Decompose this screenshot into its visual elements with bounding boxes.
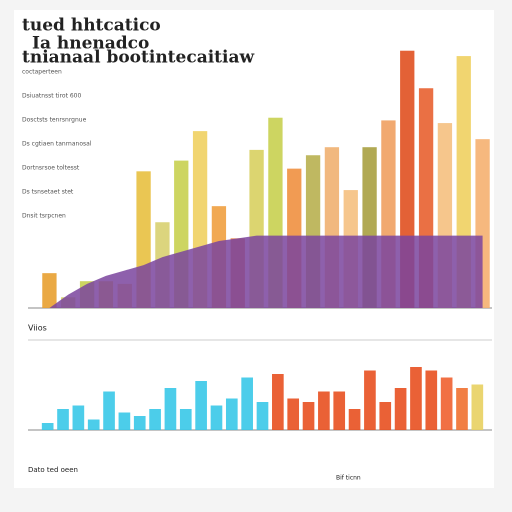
- bar: [210, 405, 223, 430]
- bar: [149, 409, 161, 430]
- bar: [133, 416, 146, 430]
- bar: [241, 377, 253, 430]
- bar: [42, 273, 57, 308]
- bar: [72, 405, 85, 430]
- bar: [440, 377, 453, 430]
- bar: [57, 409, 69, 430]
- bar: [87, 419, 100, 430]
- bar: [333, 391, 346, 430]
- note: Dortnsrsoe toltesst: [22, 165, 80, 172]
- area: [49, 235, 483, 308]
- note: Ds tsnsetaet stet: [22, 189, 74, 196]
- bar: [318, 391, 330, 430]
- bar: [164, 388, 177, 430]
- note: coctaperteen: [22, 69, 62, 76]
- bar: [179, 409, 192, 430]
- bar: [348, 409, 361, 430]
- footer: Dato ted oeen: [28, 466, 78, 474]
- footer-right: Bif ticnn: [336, 475, 361, 482]
- bar: [364, 370, 376, 430]
- bar: [256, 402, 269, 430]
- bar: [103, 391, 115, 430]
- note: Dosctsts tenrsnrgnue: [22, 117, 87, 124]
- bar: [195, 381, 207, 430]
- bar: [41, 423, 54, 430]
- axis-label: Viios: [28, 324, 47, 333]
- bar: [287, 398, 300, 430]
- bar: [410, 367, 422, 430]
- bar: [118, 412, 131, 430]
- note: Dnsit tsrpcnen: [22, 213, 66, 220]
- chart-title: tued hhtcatico: [22, 16, 161, 36]
- bar: [456, 388, 468, 430]
- caption: tnianaal bootintecaitiaw: [22, 48, 255, 68]
- bar: [272, 374, 284, 430]
- bar: [302, 402, 315, 430]
- bar: [379, 402, 392, 430]
- note: Ds cgtiaen tanrnanosal: [22, 141, 92, 148]
- bar: [425, 370, 438, 430]
- subtitle: Ia hnenadco: [32, 34, 149, 54]
- bar: [394, 388, 407, 430]
- note: Dsiuatnsst tirot 600: [22, 93, 81, 100]
- bar: [225, 398, 238, 430]
- bar: [471, 384, 484, 430]
